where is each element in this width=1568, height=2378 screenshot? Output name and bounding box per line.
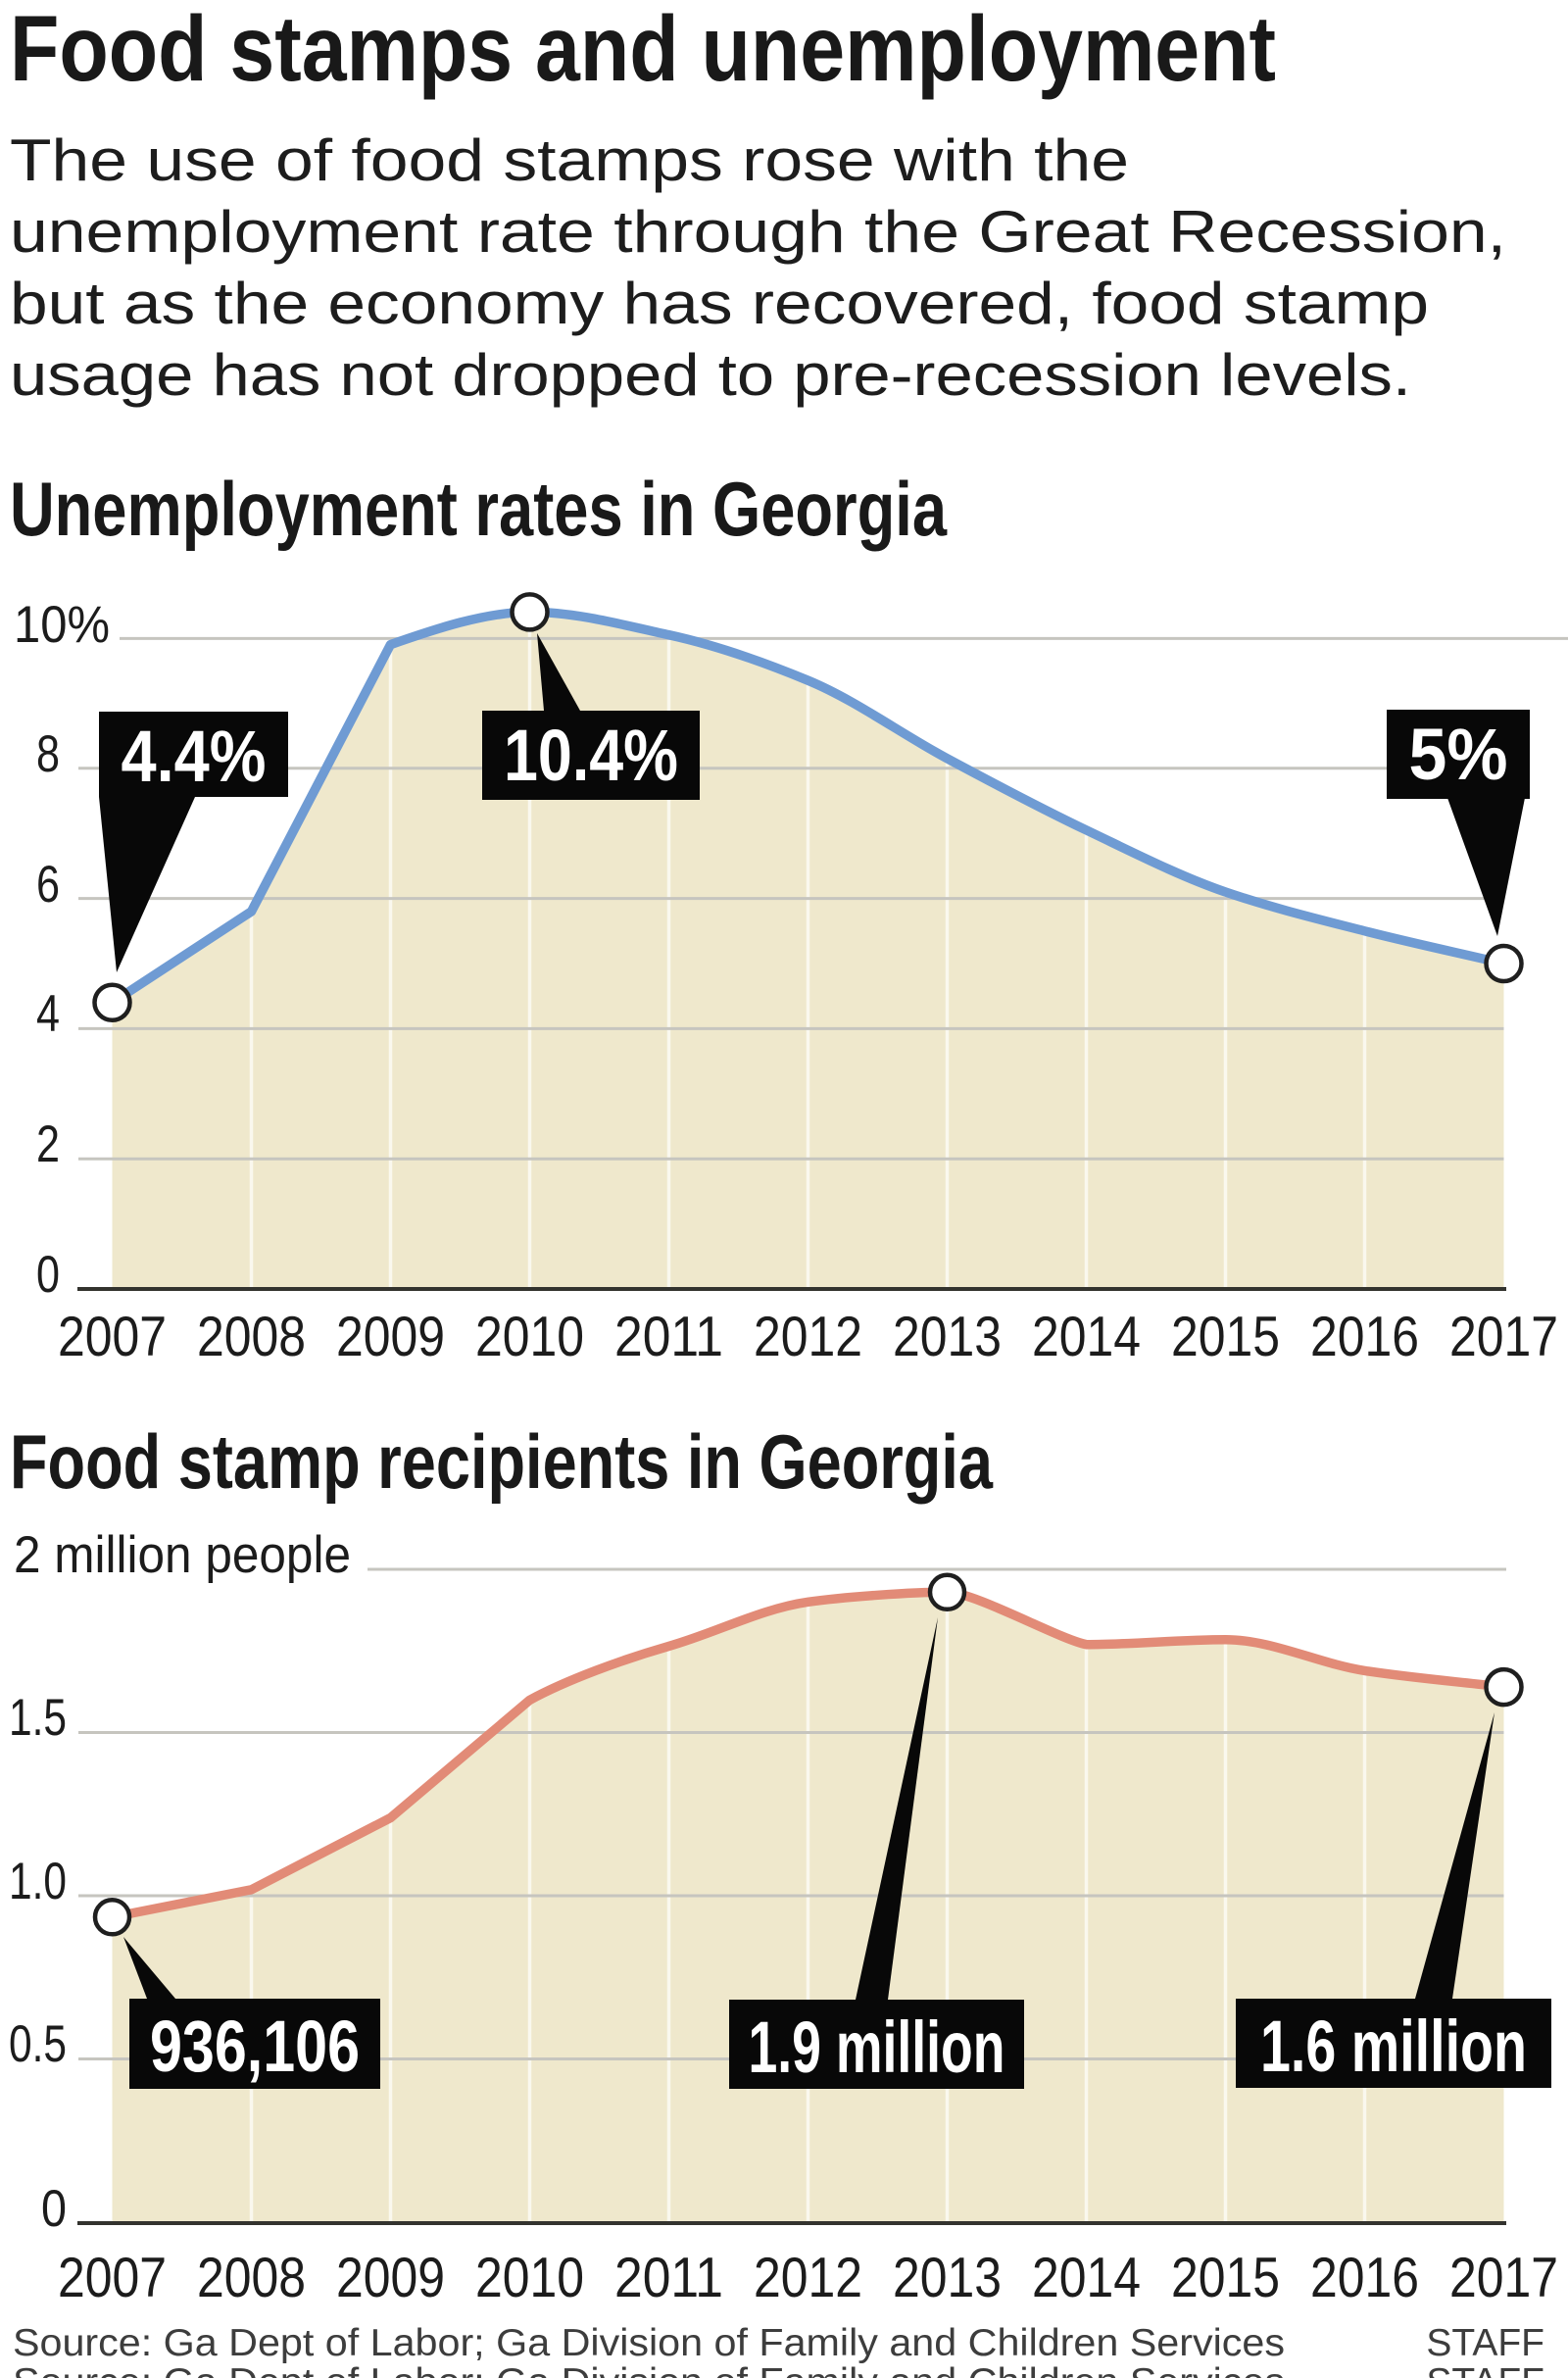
svg-text:Food stamp recipients in Georg: Food stamp recipients in Georgia — [10, 1418, 994, 1505]
svg-text:2012: 2012 — [754, 1306, 862, 1368]
svg-text:2013: 2013 — [893, 2247, 1002, 2309]
svg-text:2010: 2010 — [475, 1306, 584, 1368]
svg-text:usage has not dropped to pre-r: usage has not dropped to pre-recession l… — [10, 342, 1411, 408]
svg-text:5%: 5% — [1409, 714, 1508, 795]
svg-text:Source: Ga Dept of Labor; Ga D: Source: Ga Dept of Labor; Ga Division of… — [13, 2361, 1285, 2378]
svg-text:2016: 2016 — [1310, 2247, 1419, 2309]
svg-text:2014: 2014 — [1032, 1306, 1141, 1368]
svg-text:0: 0 — [41, 2180, 67, 2238]
svg-text:unemployment rate through the: unemployment rate through the Great Rece… — [10, 199, 1506, 265]
svg-text:2014: 2014 — [1032, 2247, 1141, 2309]
svg-text:2: 2 — [36, 1115, 60, 1173]
svg-text:10.4%: 10.4% — [504, 715, 678, 796]
svg-text:2012: 2012 — [754, 2247, 862, 2309]
svg-text:2007: 2007 — [58, 2247, 167, 2309]
svg-text:6: 6 — [36, 856, 60, 914]
svg-text:4: 4 — [36, 985, 60, 1043]
svg-text:2011: 2011 — [614, 2247, 723, 2309]
svg-text:1.0: 1.0 — [9, 1853, 67, 1910]
svg-text:1.9 million: 1.9 million — [749, 2006, 1005, 2088]
svg-text:The use of food stamps rose wi: The use of food stamps rose with the — [10, 127, 1129, 193]
svg-text:Unemployment rates in Georgia: Unemployment rates in Georgia — [10, 466, 948, 552]
svg-text:2017: 2017 — [1449, 2247, 1558, 2309]
svg-text:STAFF: STAFF — [1426, 2361, 1544, 2378]
svg-text:2009: 2009 — [336, 1306, 445, 1368]
svg-text:Source: Ga Dept of Labor; Ga D: Source: Ga Dept of Labor; Ga Division of… — [13, 2322, 1285, 2364]
svg-text:2010: 2010 — [475, 2247, 584, 2309]
svg-text:2011: 2011 — [614, 1306, 723, 1368]
svg-text:2013: 2013 — [893, 1306, 1002, 1368]
svg-text:Food stamps and unemployment: Food stamps and unemployment — [10, 0, 1276, 101]
svg-text:2009: 2009 — [336, 2247, 445, 2309]
svg-text:2008: 2008 — [197, 2247, 306, 2309]
svg-text:2015: 2015 — [1171, 2247, 1280, 2309]
svg-text:1.6 million: 1.6 million — [1260, 2006, 1527, 2087]
svg-text:1.5: 1.5 — [9, 1689, 67, 1747]
svg-text:936,106: 936,106 — [150, 2006, 360, 2087]
svg-text:8: 8 — [36, 725, 60, 783]
svg-text:10%: 10% — [14, 596, 110, 654]
svg-text:0.5: 0.5 — [9, 2015, 67, 2073]
svg-text:STAFF: STAFF — [1426, 2322, 1544, 2364]
svg-text:2015: 2015 — [1171, 1306, 1280, 1368]
svg-text:but as the economy has recover: but as the economy has recovered, food s… — [10, 271, 1429, 336]
svg-text:2007: 2007 — [58, 1306, 167, 1368]
svg-text:2 million people: 2 million people — [14, 1526, 351, 1584]
svg-text:4.4%: 4.4% — [122, 716, 267, 797]
svg-text:2008: 2008 — [197, 1306, 306, 1368]
svg-text:0: 0 — [36, 1246, 60, 1304]
svg-text:2016: 2016 — [1310, 1306, 1419, 1368]
svg-text:2017: 2017 — [1449, 1306, 1558, 1368]
